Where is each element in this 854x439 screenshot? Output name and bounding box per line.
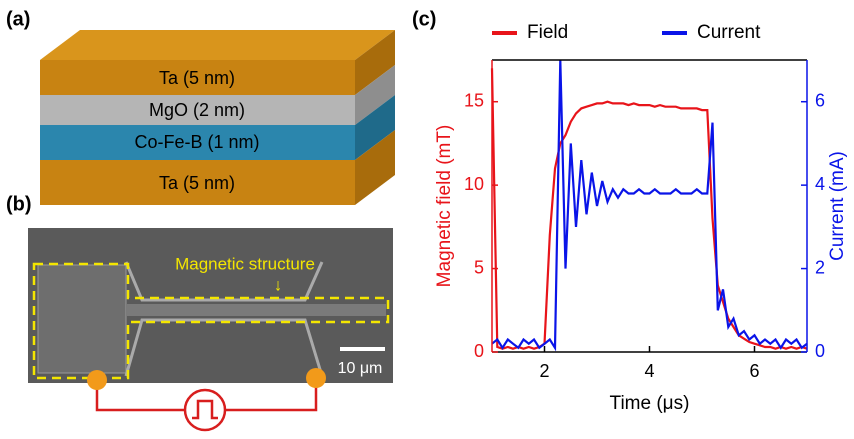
contact (306, 368, 326, 388)
pulse-icon (192, 399, 218, 420)
side-face (355, 30, 395, 95)
x-tick-label: 4 (644, 361, 654, 381)
y-tick-label: 5 (474, 257, 484, 277)
y-tick-label: 15 (464, 90, 484, 110)
layer-stack: Ta (5 nm) MgO (2 nm) Co-Fe-B (1 nm) Ta (… (40, 30, 395, 205)
y2-tick-label: 6 (815, 90, 825, 110)
outline (32, 262, 390, 380)
electrode (124, 261, 324, 302)
y-tick-label: 10 (464, 174, 484, 194)
layer-label: Ta (5 nm) (159, 173, 235, 193)
y2-tick-label: 2 (815, 257, 825, 277)
layer (40, 125, 355, 160)
panel-label: (a) (6, 8, 30, 30)
x-tick-label: 6 (749, 361, 759, 381)
legend-label: Current (697, 22, 761, 43)
series-line (491, 59, 808, 352)
layer (40, 160, 355, 205)
y2-tick-label: 4 (815, 174, 825, 194)
y-axis-label: Magnetic field (mT) (434, 125, 455, 288)
electrode (124, 318, 324, 377)
y2-axis-label: Current (mA) (827, 151, 848, 261)
top-face (40, 30, 395, 60)
x-tick-label: 2 (539, 361, 549, 381)
layer (40, 95, 355, 125)
layer-label: Ta (5 nm) (159, 68, 235, 88)
circuit-wire (95, 380, 185, 412)
series-line (490, 68, 808, 350)
side-face (355, 130, 395, 205)
wire (126, 304, 386, 316)
panel-label: (c) (412, 8, 436, 30)
y2-tick-label: 0 (815, 341, 825, 361)
legend-label: Field (527, 22, 568, 43)
pad (37, 264, 127, 374)
contact (87, 370, 107, 390)
y-tick-label: 0 (474, 341, 484, 361)
micrograph: Magnetic structure ↓ 10 μm (28, 228, 393, 432)
arrow: ↓ (274, 275, 283, 294)
layer-label: Co-Fe-B (1 nm) (134, 132, 259, 152)
circuit-wire (225, 378, 318, 412)
layer-label: MgO (2 nm) (149, 100, 245, 120)
side-face (355, 65, 395, 125)
scale-label: 10 μm (338, 360, 383, 377)
pulse-generator (183, 388, 227, 432)
annotation: Magnetic structure (175, 254, 315, 273)
panel-label: (b) (6, 193, 32, 215)
x-axis-label: Time (μs) (610, 393, 690, 414)
layer (40, 60, 355, 95)
side-face (355, 95, 395, 160)
